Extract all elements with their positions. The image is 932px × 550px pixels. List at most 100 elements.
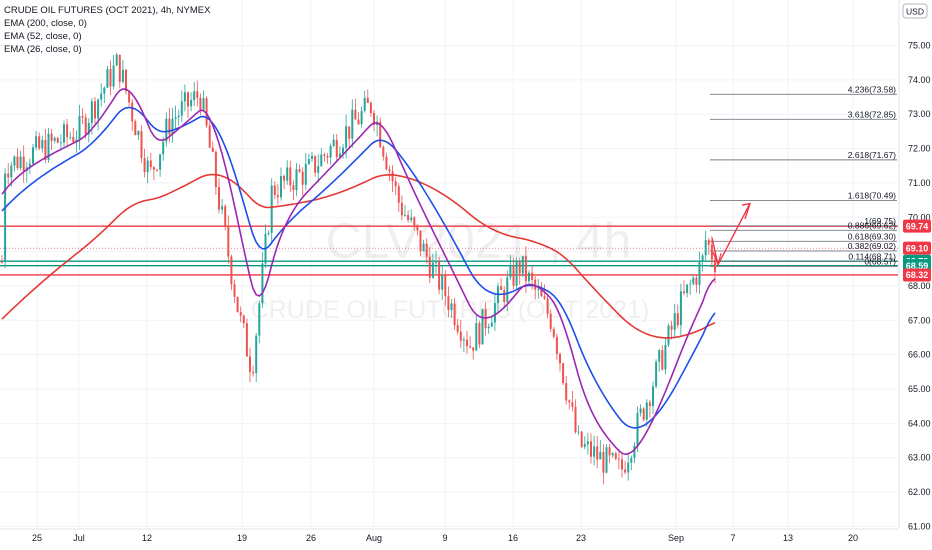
candle-body xyxy=(94,101,96,119)
price-badge xyxy=(903,268,931,282)
candle-body xyxy=(630,458,633,463)
price-tick-label: 64.00 xyxy=(908,418,931,428)
fib-label: 0.886(69.62) xyxy=(848,220,896,230)
candle-body xyxy=(165,118,168,142)
candle-body xyxy=(639,408,642,413)
candle-body xyxy=(118,54,121,82)
currency-box[interactable] xyxy=(902,3,928,19)
fib-label: 1(69.75) xyxy=(864,216,896,226)
candle-body xyxy=(261,263,264,304)
candle-body xyxy=(679,291,682,326)
candle-body xyxy=(292,185,295,191)
time-tick-label: 25 xyxy=(32,533,42,543)
projection-path[interactable] xyxy=(711,203,751,267)
candle-body xyxy=(338,153,341,158)
candle-body xyxy=(78,116,81,140)
price-tick-label: 61.00 xyxy=(908,521,931,531)
time-tick-label: 16 xyxy=(508,533,518,543)
time-tick-label: 9 xyxy=(442,533,447,543)
candle-body xyxy=(714,259,716,273)
candle-body xyxy=(624,469,627,473)
candle-body xyxy=(236,296,239,312)
candle-body xyxy=(131,102,134,122)
time-axis[interactable]: 25 Jul 12 19 26 Aug 9 16 23 Sep 7 13 20 xyxy=(0,528,898,543)
candle-body xyxy=(528,272,530,282)
candle-body xyxy=(301,171,304,185)
candle-body xyxy=(450,303,453,311)
candle-body xyxy=(84,117,87,135)
ema26-line xyxy=(1,88,716,456)
price-tick-label: 65.00 xyxy=(908,384,931,394)
candle-body xyxy=(112,65,115,87)
candle-body xyxy=(521,256,524,274)
candle-body xyxy=(608,447,611,456)
candle-body xyxy=(562,363,565,384)
price-tick-label: 72.00 xyxy=(908,144,931,154)
candle-body xyxy=(388,169,391,172)
candles xyxy=(1,52,716,485)
candle-body xyxy=(50,133,53,141)
candle-body xyxy=(599,451,602,460)
candle-body xyxy=(143,158,146,173)
projection-arrow[interactable] xyxy=(711,202,752,267)
candle-body xyxy=(648,402,651,407)
candle-body xyxy=(531,272,534,280)
candle-body xyxy=(509,266,512,278)
candle-body xyxy=(193,91,196,101)
legend-ema200[interactable]: EMA (200, close, 0) xyxy=(4,18,87,29)
candle-body xyxy=(81,116,84,118)
candle-body xyxy=(72,136,75,143)
candle-body xyxy=(295,169,298,191)
candle-body xyxy=(106,69,109,88)
candle-body xyxy=(360,110,363,125)
candle-body xyxy=(32,147,34,164)
candle-body xyxy=(128,91,131,103)
candle-body xyxy=(41,139,44,149)
candle-body xyxy=(273,185,276,196)
candle-body xyxy=(363,97,366,111)
currency-label[interactable]: USD xyxy=(902,3,928,19)
candle-body xyxy=(456,325,459,332)
candle-body xyxy=(304,164,307,185)
candle-body xyxy=(577,431,580,433)
candle-body xyxy=(258,303,261,336)
candle-body xyxy=(168,118,171,135)
candle-body xyxy=(400,202,403,216)
candle-body xyxy=(602,451,605,473)
fib-extension[interactable]: 4.236(73.58) 3.618(72.85) 2.618(71.67) 1.61… xyxy=(710,84,897,267)
price-tick-label: 74.00 xyxy=(908,75,931,85)
candle-body xyxy=(351,109,354,139)
candle-body xyxy=(115,54,118,66)
projection-arrowhead xyxy=(741,202,752,220)
candle-body xyxy=(323,154,326,156)
candle-body xyxy=(568,400,571,403)
candle-body xyxy=(218,187,220,210)
candle-body xyxy=(47,133,50,160)
candle-body xyxy=(394,181,397,187)
candle-body xyxy=(490,322,493,327)
candle-body xyxy=(515,261,518,286)
candle-body xyxy=(196,91,199,98)
legend-ema26[interactable]: EMA (26, close, 0) xyxy=(4,44,82,55)
candle-body xyxy=(109,69,112,87)
fib-label: 0.618(69.30) xyxy=(848,231,896,241)
candle-body xyxy=(658,350,661,362)
candle-body xyxy=(140,131,143,159)
fib-label: 1.618(70.49) xyxy=(848,190,896,200)
candle-body xyxy=(125,69,127,92)
candle-body xyxy=(385,156,388,170)
candle-body xyxy=(162,141,165,155)
time-tick-label: Aug xyxy=(366,533,382,543)
currency-text: USD xyxy=(906,7,924,17)
candle-body xyxy=(621,459,623,470)
candle-body xyxy=(239,311,242,316)
candle-body xyxy=(69,136,72,138)
watermark: CLV2021 , 4h CRUDE OIL FUTURES (OCT 2021… xyxy=(251,213,650,324)
price-axis[interactable]: 75.0074.0073.0072.0071.0070.0069.0068.00… xyxy=(898,0,931,531)
candle-body xyxy=(202,98,205,110)
legend-ema52[interactable]: EMA (52, close, 0) xyxy=(4,31,82,42)
legend-title[interactable]: CRUDE OIL FUTURES (OCT 2021), 4h, NYMEX xyxy=(4,5,211,16)
price-tick-label: 67.00 xyxy=(908,315,931,325)
candle-body xyxy=(38,136,41,149)
